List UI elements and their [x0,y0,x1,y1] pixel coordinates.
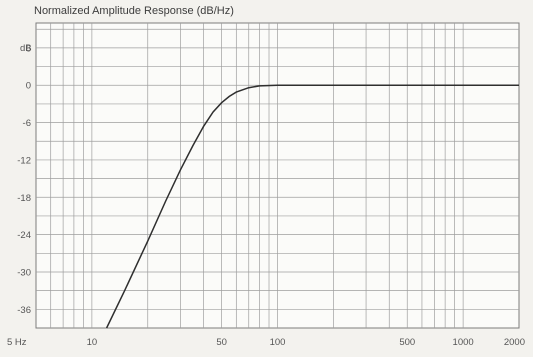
y-tick-label: -18 [17,193,31,204]
x-tick-label: 5 Hz [7,337,27,348]
x-tick-label: 50 [216,337,227,348]
x-tick-label: 2000 [504,337,525,348]
x-tick-label: 1000 [453,337,474,348]
x-tick-label: 100 [270,337,286,348]
y-unit-label: dB [20,43,32,54]
chart-title: Normalized Amplitude Response (dB/Hz) [34,5,234,17]
y-axis-tick-labels: dB 6 0 -6 -12 -18 -24 -30 -36 [17,43,31,316]
x-tick-label: 500 [399,337,415,348]
response-curve [105,84,519,329]
grid-lines [36,23,519,328]
y-tick-label: -6 [23,118,31,129]
y-tick-label: -24 [17,230,31,241]
x-axis-tick-labels: 5 Hz 10 50 100 500 1000 2000 [7,337,525,348]
y-tick-label: 0 [26,81,31,92]
y-tick-label: -30 [17,267,31,278]
y-tick-label: 6 [26,43,31,54]
response-curve-layer [105,84,519,329]
y-tick-label: -12 [17,155,31,166]
x-tick-label: 10 [87,337,98,348]
y-tick-label: -36 [17,305,31,316]
